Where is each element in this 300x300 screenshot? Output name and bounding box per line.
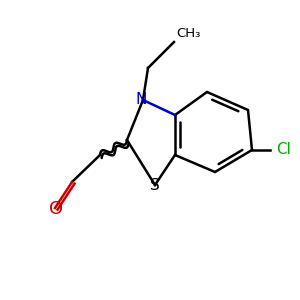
Text: CH₃: CH₃ <box>176 27 200 40</box>
Text: O: O <box>49 200 63 218</box>
Text: S: S <box>150 178 160 194</box>
Text: N: N <box>135 92 147 106</box>
Text: Cl: Cl <box>276 142 291 158</box>
